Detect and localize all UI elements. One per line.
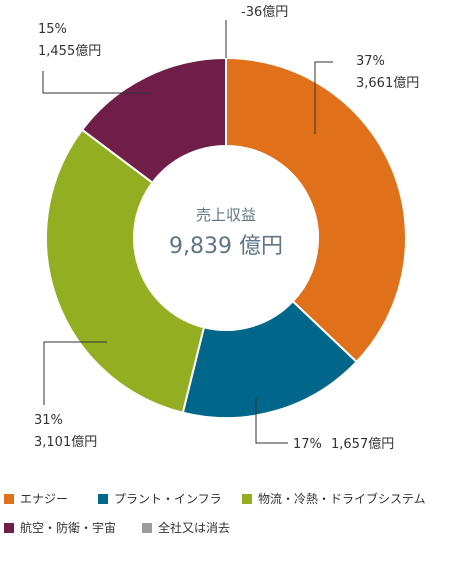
legend-item-energy: エナジー: [4, 490, 68, 507]
data-label-plant-infra-amount: 1,657億円: [331, 436, 394, 452]
legend-swatch-energy: [4, 493, 14, 504]
leader-aerospace: [42, 71, 152, 94]
data-label-logistics-pct: 31%: [34, 413, 63, 428]
legend-swatch-aerospace: [4, 522, 14, 533]
data-label-energy-pct: 37%: [356, 54, 385, 69]
slice-energy: [225, 56, 407, 364]
legend-item-logistics: 物流・冷熱・ドライブシステム: [242, 490, 426, 507]
leader-logistics: [43, 341, 107, 405]
center-title: 売上収益: [196, 206, 256, 224]
legend-label-logistics: 物流・冷熱・ドライブシステム: [258, 492, 426, 506]
center-value: 9,839 億円: [169, 234, 283, 259]
data-label-aerospace-amount: 1,455億円: [38, 43, 101, 59]
data-label-plant-infra-pct: 17%: [293, 437, 322, 452]
data-label-energy-amount: 3,661億円: [356, 75, 419, 91]
leader-energy: [314, 61, 333, 134]
legend-label-aerospace: 航空・防衛・宇宙: [20, 521, 117, 535]
slice-logistics: [45, 128, 206, 414]
legend-label-energy: エナジー: [20, 492, 69, 506]
legend-item-plant-infra: プラント・インフラ: [98, 490, 222, 507]
legend-swatch-plant-infra: [98, 493, 108, 504]
legend-swatch-logistics: [242, 493, 252, 504]
legend-swatch-elimination: [142, 522, 152, 533]
legend-item-aerospace: 航空・防衛・宇宙: [4, 519, 116, 536]
legend-item-elimination: 全社又は消去: [142, 519, 230, 536]
legend-label-plant-infra: プラント・インフラ: [114, 492, 222, 506]
leader-plant-infra: [255, 398, 288, 444]
data-label-logistics-amount: 3,101億円: [34, 434, 97, 450]
legend: エナジー プラント・インフラ 物流・冷熱・ドライブシステム 航空・防衛・宇宙 全…: [0, 482, 450, 562]
donut-chart: 37% 3,661億円 17% 1,657億円 31% 3,101億円 15% 1,455億円…: [34, 4, 419, 452]
data-label-aerospace-pct: 15%: [38, 22, 67, 37]
data-label-elimination-amount: -36億円: [241, 4, 288, 20]
legend-label-elimination: 全社又は消去: [158, 521, 231, 535]
slice-aerospace: [80, 56, 227, 185]
